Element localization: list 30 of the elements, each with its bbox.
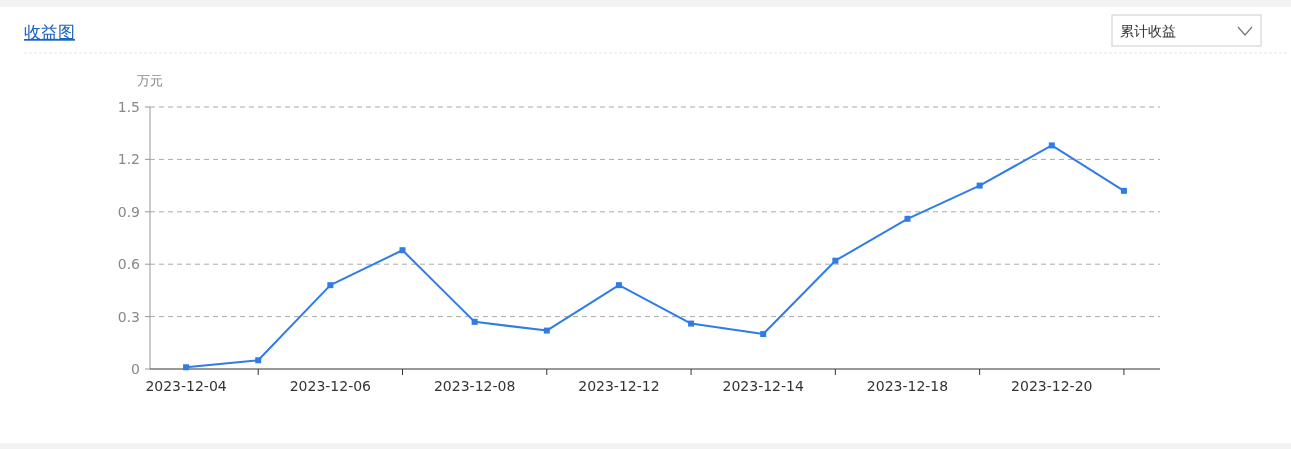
y-tick-label: 0.9: [117, 203, 140, 220]
y-tick-label: 1.5: [117, 98, 140, 115]
point: [615, 282, 622, 289]
x-tick-label: 2023-12-12: [578, 378, 660, 394]
x-tick-label: 2023-12-20: [1011, 378, 1093, 394]
point: [976, 182, 983, 189]
point: [832, 257, 839, 264]
point: [1120, 187, 1127, 194]
x-tick-label: 2023-12-06: [289, 378, 372, 394]
x-tick-label: 2023-12-08: [433, 378, 516, 394]
point: [183, 364, 190, 371]
text: 累计收益: [1120, 23, 1176, 39]
y-tick-label: 0.3: [117, 308, 140, 325]
y-axis-title: 万元: [137, 73, 163, 88]
point: [471, 318, 478, 325]
chart-title: 收益图: [24, 22, 75, 42]
point: [1048, 142, 1055, 149]
y-tick-label: 1.2: [117, 151, 140, 168]
point: [688, 320, 695, 327]
x-tick-label: 2023-12-04: [145, 378, 227, 394]
point: [255, 357, 262, 364]
point: [327, 282, 334, 289]
point: [543, 327, 550, 334]
point: [760, 331, 767, 338]
point: [904, 215, 911, 222]
x-tick-label: 2023-12-18: [866, 378, 949, 394]
point: [399, 247, 406, 254]
y-tick-label: 0.6: [117, 256, 141, 273]
x-tick-label: 2023-12-14: [722, 378, 804, 394]
y-tick-label: 0: [131, 360, 140, 377]
